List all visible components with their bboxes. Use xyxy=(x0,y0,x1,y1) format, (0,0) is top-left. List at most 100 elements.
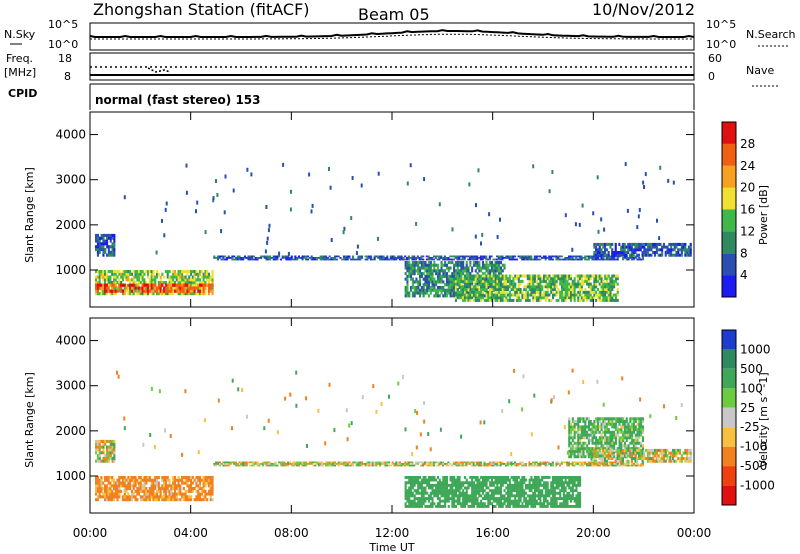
heatmap-cell xyxy=(586,279,589,283)
heatmap-cell xyxy=(584,288,587,291)
heatmap-cell xyxy=(485,282,488,286)
scatter-cell xyxy=(328,167,330,171)
heatmap-cell xyxy=(564,505,567,508)
heatmap-cell xyxy=(134,484,137,488)
heatmap-cell xyxy=(420,263,423,267)
heatmap-cell xyxy=(308,463,311,465)
heatmap-cell xyxy=(546,464,549,467)
heatmap-cell xyxy=(570,505,573,508)
heatmap-cell xyxy=(213,257,216,259)
heatmap-cell xyxy=(100,451,103,455)
heatmap-cell xyxy=(571,491,574,495)
heatmap-cell xyxy=(321,257,324,259)
heatmap-cell xyxy=(559,277,562,281)
heatmap-cell xyxy=(609,290,612,294)
heatmap-cell xyxy=(163,476,166,480)
heatmap-cell xyxy=(530,274,533,278)
heatmap-cell xyxy=(415,505,418,508)
heatmap-cell xyxy=(456,489,459,493)
heatmap-cell xyxy=(159,489,162,493)
heatmap-cell xyxy=(584,441,587,445)
heatmap-cell xyxy=(111,478,114,482)
heatmap-cell xyxy=(571,257,574,259)
heatmap-cell xyxy=(593,420,596,423)
heatmap-cell xyxy=(637,242,640,246)
heatmap-cell xyxy=(445,277,448,281)
heatmap-cell xyxy=(490,483,493,487)
heatmap-cell xyxy=(550,464,553,467)
heatmap-cell xyxy=(172,487,175,491)
heatmap-cell xyxy=(478,489,481,493)
heatmap-cell xyxy=(415,258,418,261)
heatmap-cell xyxy=(325,257,328,259)
heatmap-cell xyxy=(195,495,198,499)
heatmap-cell xyxy=(373,257,376,259)
heatmap-cell xyxy=(517,494,520,498)
heatmap-cell xyxy=(593,251,596,254)
heatmap-cell xyxy=(503,274,506,278)
heatmap-cell xyxy=(129,286,132,290)
heatmap-cell xyxy=(141,270,144,274)
heatmap-cell xyxy=(438,478,441,482)
heatmap-cell xyxy=(435,283,438,287)
heatmap-cell xyxy=(637,248,640,252)
heatmap-cell xyxy=(168,281,171,285)
heatmap-cell xyxy=(429,266,432,270)
heatmap-cell xyxy=(487,279,490,283)
heatmap-cell xyxy=(580,282,583,286)
heatmap-cell xyxy=(570,296,573,300)
heatmap-cell xyxy=(600,285,603,289)
heatmap-cell xyxy=(460,263,463,267)
heatmap-cell xyxy=(104,476,107,480)
heatmap-cell xyxy=(251,258,254,261)
heatmap-cell xyxy=(609,463,612,465)
scatter-cell xyxy=(282,162,285,167)
heatmap-cell xyxy=(197,489,200,493)
heatmap-cell xyxy=(582,417,585,421)
heatmap-cell xyxy=(516,290,519,294)
heatmap-cell xyxy=(424,499,427,503)
heatmap-cell xyxy=(209,489,212,493)
heatmap-cell xyxy=(104,292,107,296)
heatmap-cell xyxy=(134,272,137,276)
heatmap-cell xyxy=(113,272,116,276)
heatmap-cell xyxy=(424,461,427,464)
heatmap-cell xyxy=(445,291,448,295)
heatmap-cell xyxy=(532,274,535,278)
heatmap-cell xyxy=(231,258,234,261)
heatmap-cell xyxy=(152,272,155,276)
heatmap-cell xyxy=(506,461,509,464)
heatmap-cell xyxy=(507,483,510,487)
heatmap-cell xyxy=(173,495,176,499)
heatmap-cell xyxy=(408,499,411,503)
heatmap-cell xyxy=(199,281,202,285)
heatmap-cell xyxy=(544,285,547,289)
heatmap-cell xyxy=(496,269,499,273)
heatmap-cell xyxy=(370,464,373,467)
heatmap-cell xyxy=(334,257,337,259)
heatmap-cell xyxy=(440,461,443,464)
heatmap-cell xyxy=(528,502,531,506)
heatmap-cell xyxy=(260,463,263,465)
heatmap-cell xyxy=(568,452,571,456)
heatmap-cell xyxy=(164,281,167,285)
heatmap-cell xyxy=(490,464,493,467)
heatmap-cell xyxy=(510,298,513,302)
heatmap-cell xyxy=(102,459,105,463)
heatmap-cell xyxy=(130,484,133,488)
heatmap-cell xyxy=(498,277,501,281)
heatmap-cell xyxy=(641,242,644,246)
heatmap-cell xyxy=(465,502,468,506)
heatmap-cell xyxy=(433,288,436,292)
heatmap-cell xyxy=(415,502,418,506)
heatmap-cell xyxy=(420,499,423,503)
heatmap-cell xyxy=(431,280,434,284)
heatmap-cell xyxy=(177,478,180,482)
heatmap-cell xyxy=(408,505,411,508)
heatmap-cell xyxy=(557,255,560,258)
heatmap-cell xyxy=(433,294,436,298)
heatmap-cell xyxy=(156,498,159,502)
heatmap-cell xyxy=(335,258,338,261)
heatmap-cell xyxy=(454,285,457,289)
heatmap-cell xyxy=(181,492,184,496)
